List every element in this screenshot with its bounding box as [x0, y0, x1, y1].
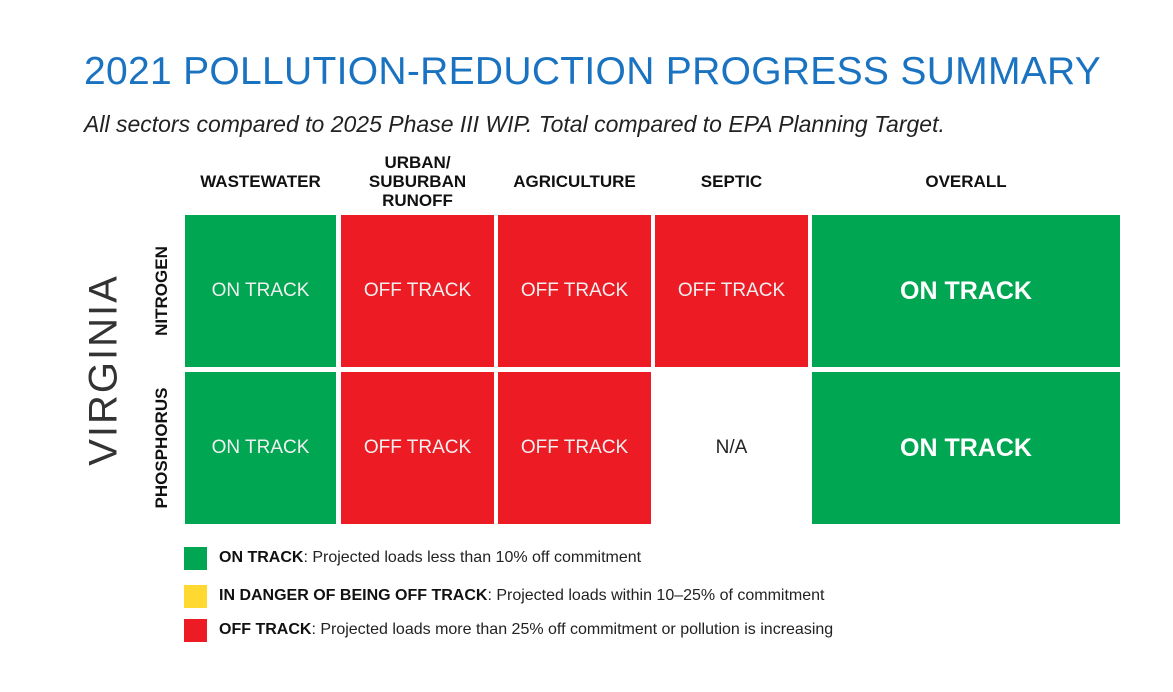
- row-label-nitrogen: NITROGEN: [152, 246, 171, 336]
- legend-swatch-yellow: [184, 584, 207, 608]
- legend-item-on-track: ON TRACK : Projected loads less than 10%…: [184, 546, 641, 570]
- legend-desc: : Projected loads more than 25% off comm…: [311, 621, 834, 638]
- column-header-agriculture: AGRICULTURE: [513, 171, 636, 191]
- status-cell-nitrogen-agriculture: OFF TRACK: [498, 215, 651, 367]
- column-header-urban-suburban-runoff: URBAN/ SUBURBAN RUNOFF: [368, 152, 467, 210]
- legend-desc: : Projected loads less than 10% off comm…: [303, 549, 642, 566]
- column-header-overall: OVERALL: [925, 171, 1007, 191]
- column-header-wastewater: WASTEWATER: [200, 171, 321, 191]
- legend-term: OFF TRACK: [219, 621, 312, 638]
- legend-swatch-green: [184, 546, 207, 570]
- chart-title: 2021 POLLUTION-REDUCTION PROGRESS SUMMAR…: [84, 50, 1102, 93]
- status-cell-nitrogen-wastewater: ON TRACK: [185, 215, 336, 367]
- legend-item-in-danger: IN DANGER OF BEING OFF TRACK : Projected…: [184, 584, 825, 608]
- status-cell-nitrogen-urban-suburban-runoff: OFF TRACK: [341, 215, 494, 367]
- chart-subtitle: All sectors compared to 2025 Phase III W…: [84, 111, 945, 137]
- status-cell-nitrogen-overall: ON TRACK: [812, 215, 1120, 367]
- legend-item-off-track: OFF TRACK : Projected loads more than 25…: [184, 618, 833, 642]
- legend-term: ON TRACK: [219, 549, 304, 566]
- status-cell-phosphorus-septic: N/A: [715, 437, 748, 458]
- row-label-phosphorus: PHOSPHORUS: [152, 387, 171, 509]
- status-cell-phosphorus-agriculture: OFF TRACK: [498, 372, 651, 524]
- state-label: VIRGINIA: [81, 274, 126, 466]
- legend-desc: : Projected loads within 10–25% of commi…: [487, 587, 825, 604]
- status-cell-phosphorus-urban-suburban-runoff: OFF TRACK: [341, 372, 494, 524]
- status-cell-nitrogen-septic: OFF TRACK: [655, 215, 808, 367]
- status-cell-phosphorus-overall: ON TRACK: [812, 372, 1120, 524]
- column-header-septic: SEPTIC: [700, 171, 763, 191]
- legend-term: IN DANGER OF BEING OFF TRACK: [219, 587, 488, 604]
- status-cell-phosphorus-wastewater: ON TRACK: [185, 372, 336, 524]
- legend-swatch-red: [184, 618, 207, 642]
